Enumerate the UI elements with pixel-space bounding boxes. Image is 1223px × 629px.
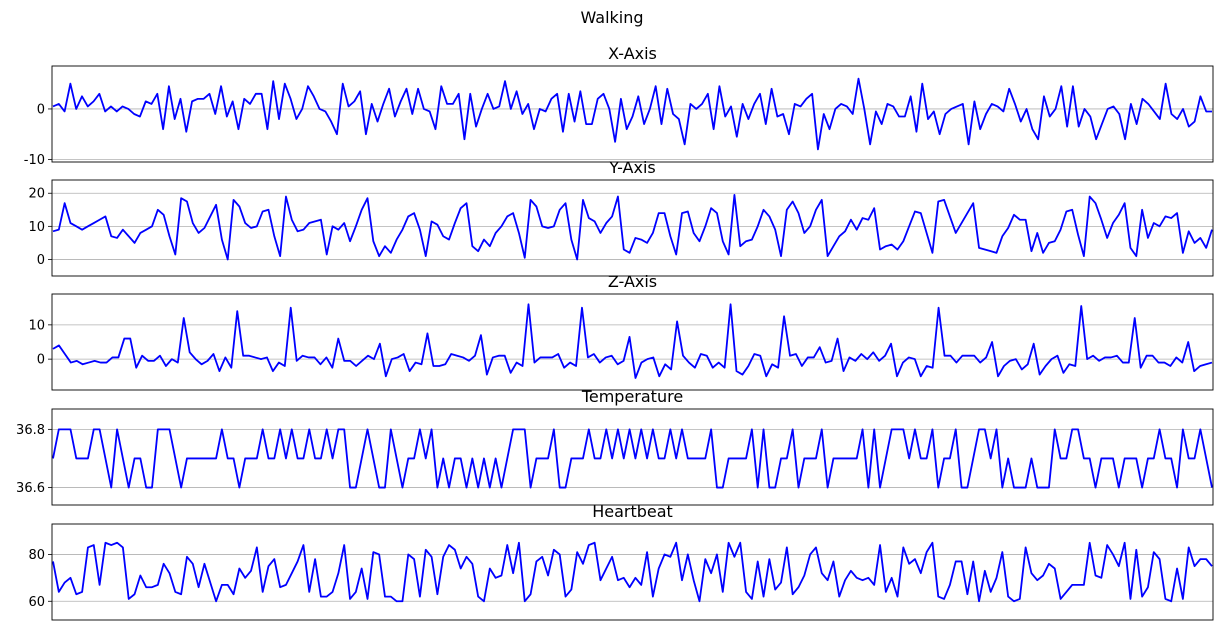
- chart-temperature: 36.6 36.8 Temperature: [16, 387, 1214, 506]
- heartbeat-title: Heartbeat: [592, 502, 673, 521]
- temperature-series-line: [52, 428, 1213, 489]
- z-axis-series-line: [52, 303, 1213, 379]
- temperature-title: Temperature: [581, 387, 683, 406]
- figure-title: Walking: [580, 8, 643, 27]
- heartbeat-ytick-label: 60: [28, 595, 45, 610]
- x-axis-series-line: [52, 77, 1212, 151]
- chart-y-axis: 0 10 20 Y-Axis: [28, 158, 1214, 277]
- x-axis-ytick-label: -10: [24, 153, 45, 168]
- temperature-ytick-label: 36.6: [16, 481, 45, 496]
- chart-x-axis: -10 0 X-Axis: [24, 44, 1214, 168]
- temperature-axes-frame: [51, 408, 1214, 506]
- x-axis-axes-frame: [51, 65, 1214, 163]
- heartbeat-ytick-label: 80: [28, 548, 45, 563]
- y-axis-series-line: [52, 194, 1213, 261]
- z-axis-axes-frame: [51, 293, 1214, 391]
- z-axis-ytick-label: 10: [28, 318, 45, 333]
- x-axis-title: X-Axis: [608, 44, 657, 63]
- y-axis-ytick-label: 20: [28, 187, 45, 202]
- y-axis-title: Y-Axis: [608, 158, 656, 177]
- chart-z-axis: 0 10 Z-Axis: [28, 272, 1214, 391]
- y-axis-axes-frame: [51, 179, 1214, 277]
- temperature-ytick-label: 36.8: [16, 423, 45, 438]
- heartbeat-axes-frame: [51, 523, 1214, 621]
- heartbeat-series-line: [52, 541, 1213, 603]
- z-axis-title: Z-Axis: [608, 272, 657, 291]
- y-axis-ytick-label: 0: [37, 253, 45, 268]
- chart-heartbeat: 60 80 Heartbeat: [28, 502, 1214, 621]
- chart-panels: -10 0 X-Axis 0 10 20 Y-Axis 0 10 Z-Axis 36.6 36.8 Te…: [16, 44, 1214, 621]
- z-axis-ytick-label: 0: [37, 353, 45, 368]
- x-axis-ytick-label: 0: [37, 102, 45, 117]
- y-axis-ytick-label: 10: [28, 220, 45, 235]
